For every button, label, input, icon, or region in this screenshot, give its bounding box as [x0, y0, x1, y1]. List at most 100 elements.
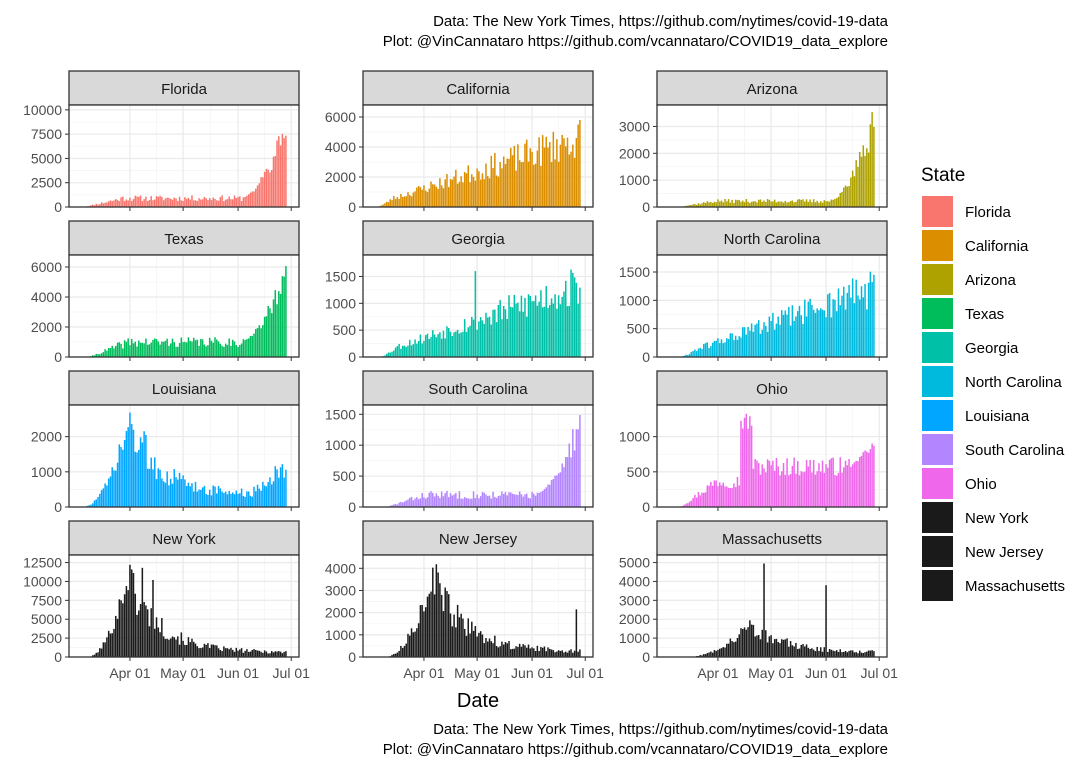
facet-strip [68, 70, 300, 106]
bar [116, 462, 119, 507]
bar [192, 337, 195, 357]
y-tick-label: 3000 [619, 592, 650, 608]
y-tick-label: 500 [333, 322, 357, 338]
bar [396, 504, 399, 507]
bar [554, 294, 556, 357]
bar [740, 628, 742, 657]
bar [708, 485, 710, 507]
x-tick-label: Apr 01 [697, 665, 738, 681]
legend-label: Ohio [965, 476, 997, 493]
bar [184, 644, 186, 657]
bar [717, 199, 719, 207]
bar [449, 331, 452, 357]
bar [703, 654, 705, 657]
bar [180, 478, 183, 507]
bar [722, 482, 725, 507]
bar [456, 329, 459, 357]
bar [563, 652, 565, 657]
bar [155, 196, 158, 207]
bar [554, 159, 556, 207]
bar [752, 331, 755, 357]
bar [272, 481, 275, 507]
legend-title: State [921, 165, 965, 186]
bar [255, 329, 257, 357]
bar [513, 494, 516, 507]
bar [125, 431, 128, 507]
bar [802, 324, 804, 357]
bar [713, 201, 716, 207]
bar [161, 478, 163, 507]
bar [867, 650, 870, 657]
bar [91, 204, 94, 207]
bar [579, 415, 581, 507]
bar [224, 648, 227, 657]
bar [230, 647, 232, 657]
bar [398, 650, 400, 657]
bar [518, 311, 521, 357]
bar [435, 564, 438, 657]
bar [738, 485, 740, 507]
bar [853, 652, 856, 657]
bar [132, 573, 135, 657]
bar [269, 653, 271, 657]
bar [789, 474, 792, 507]
bar [472, 319, 475, 357]
bar [858, 151, 861, 207]
bar [143, 431, 145, 507]
bar [697, 203, 700, 207]
y-tick-label: 0 [54, 649, 62, 665]
bar [795, 473, 797, 507]
bar [704, 654, 707, 657]
bar [834, 299, 836, 357]
bar [504, 309, 507, 357]
bar [382, 204, 384, 207]
bar [750, 425, 753, 507]
bar [460, 332, 462, 357]
bar [95, 652, 98, 657]
bar [568, 650, 571, 657]
bar [495, 497, 498, 507]
y-tick-label: 0 [348, 649, 356, 665]
bar [145, 196, 147, 207]
bar [465, 331, 468, 357]
bar [194, 643, 197, 657]
bar [819, 647, 822, 657]
bar [784, 310, 787, 357]
bar [502, 305, 505, 357]
bar [424, 335, 427, 357]
bar [435, 337, 438, 357]
bar [123, 200, 126, 207]
bar [747, 428, 749, 507]
bar [529, 648, 532, 657]
bar [178, 644, 181, 657]
bar [219, 649, 222, 657]
bar [439, 497, 441, 507]
bar [549, 648, 551, 657]
bar [711, 203, 714, 207]
bar [534, 495, 537, 507]
bar [228, 649, 230, 657]
bar [736, 339, 739, 357]
bar [196, 200, 199, 207]
bar [853, 176, 856, 207]
bar [812, 309, 815, 357]
bar [559, 472, 562, 507]
bar [134, 451, 137, 507]
bar [132, 199, 135, 207]
bar [148, 626, 151, 657]
bar [570, 151, 572, 207]
bar [543, 489, 546, 507]
bar [695, 497, 698, 507]
bar [508, 295, 510, 357]
bar [761, 201, 764, 207]
bar [713, 480, 716, 507]
bar [545, 651, 547, 657]
bar [804, 201, 806, 207]
bar [201, 647, 204, 657]
facet-strip [656, 370, 888, 406]
bar [557, 650, 560, 657]
bar [208, 198, 211, 207]
bar [543, 646, 546, 657]
bar [773, 639, 776, 657]
bar [564, 651, 567, 657]
